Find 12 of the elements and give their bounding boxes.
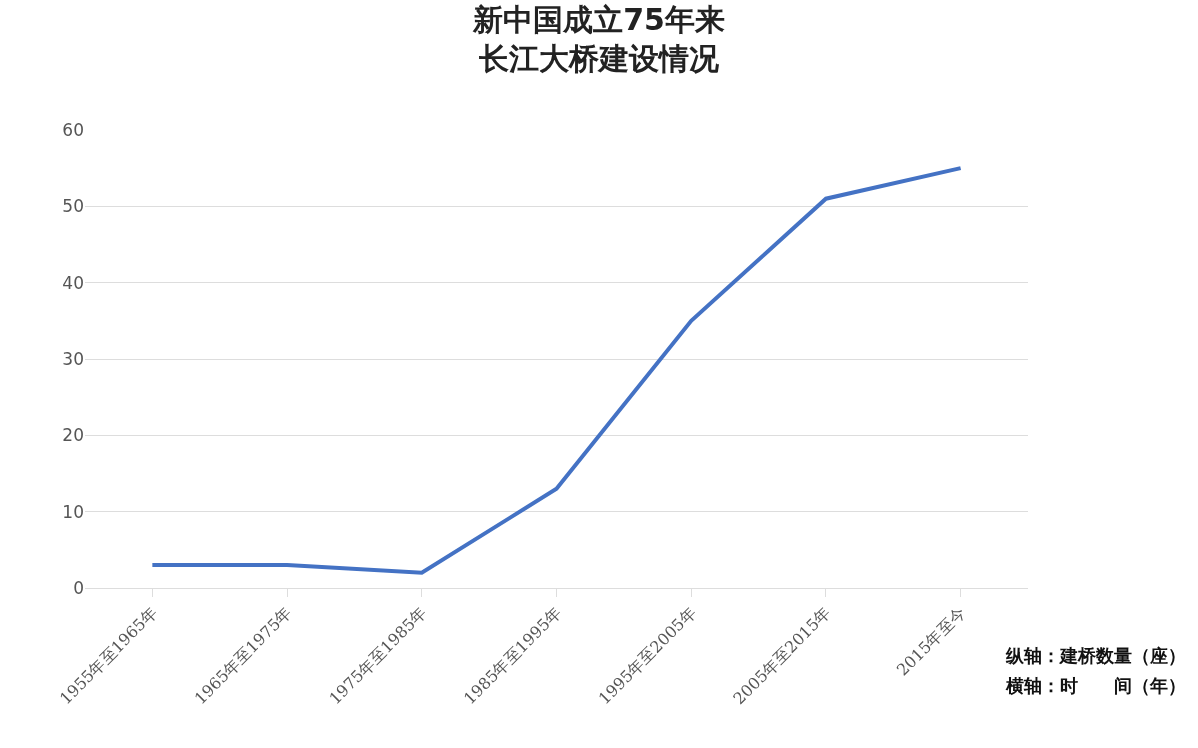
chart-title: 新中国成立75年来: [472, 1, 725, 37]
y-tick-label: 0: [73, 577, 84, 598]
y-tick-label: 20: [62, 425, 84, 446]
text: 横轴：时 间（年）: [1005, 675, 1186, 696]
y-tick-label: 40: [62, 272, 84, 293]
y-tick-label: 50: [62, 196, 84, 217]
chart-subtitle: 长江大桥建设情况: [478, 40, 720, 76]
y-tick-label: 10: [62, 501, 84, 522]
y-tick-label: 60: [62, 119, 84, 140]
y-tick-label: 30: [62, 348, 84, 369]
line-series: [150, 166, 963, 575]
text: 纵轴：建桥数量（座）: [1005, 645, 1186, 666]
